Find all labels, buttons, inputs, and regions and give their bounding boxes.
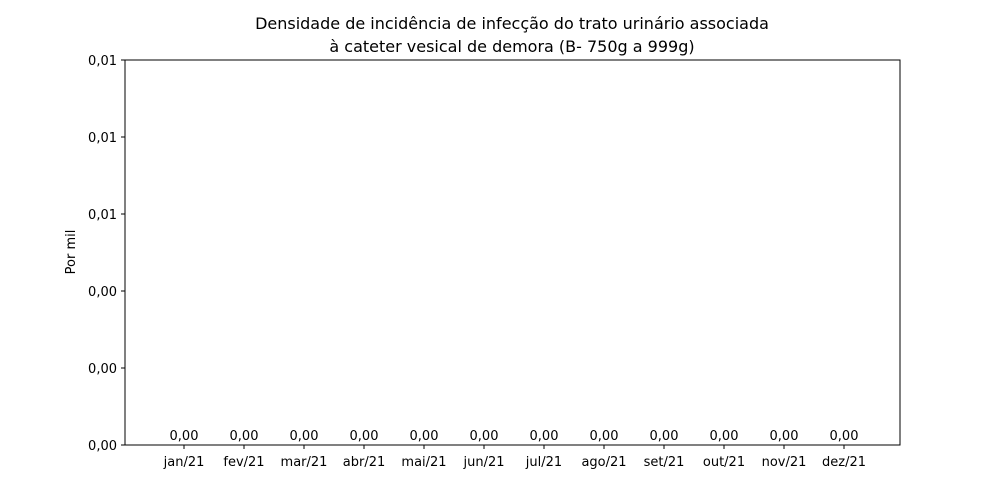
x-tick-label: jun/21 (462, 455, 504, 470)
data-label: 0,00 (410, 429, 439, 444)
chart-title-line1: Densidade de incidência de infecção do t… (255, 14, 769, 33)
x-tick-label: jul/21 (525, 455, 562, 470)
y-tick-label: 0,01 (88, 54, 117, 69)
y-tick-label: 0,00 (88, 439, 117, 454)
plot-frame (124, 59, 901, 446)
data-label: 0,00 (590, 429, 619, 444)
y-tick-label: 0,00 (88, 362, 117, 377)
y-tick-label: 0,01 (88, 131, 117, 146)
data-label: 0,00 (290, 429, 319, 444)
chart-title-line2: à cateter vesical de demora (B- 750g a 9… (329, 37, 694, 56)
x-tick-label: ago/21 (581, 455, 626, 470)
x-tick-label: out/21 (703, 455, 745, 470)
data-label: 0,00 (710, 429, 739, 444)
x-tick-label: dez/21 (822, 455, 866, 470)
x-tick-label: jan/21 (163, 455, 205, 470)
data-label: 0,00 (230, 429, 259, 444)
x-tick-label: mai/21 (401, 455, 446, 470)
data-label: 0,00 (830, 429, 859, 444)
x-axis: jan/21 fev/21 mar/21 abr/21 mai/21 jun/21 jul/… (163, 445, 866, 470)
data-label: 0,00 (770, 429, 799, 444)
data-label: 0,00 (530, 429, 559, 444)
x-tick-label: mar/21 (281, 455, 328, 470)
data-label: 0,00 (350, 429, 379, 444)
y-tick-label: 0,01 (88, 208, 117, 223)
y-axis: 0,00 0,00 0,00 0,01 0,01 0,01 (88, 54, 125, 454)
y-tick-label: 0,00 (88, 285, 117, 300)
x-tick-label: fev/21 (223, 455, 264, 470)
x-tick-label: nov/21 (762, 455, 807, 470)
data-label: 0,00 (470, 429, 499, 444)
x-tick-label: set/21 (644, 455, 685, 470)
data-label: 0,00 (170, 429, 199, 444)
data-labels: 0,00 0,00 0,00 0,00 0,00 0,00 0,00 0,00 0,00 0,00… (170, 429, 859, 444)
x-tick-label: abr/21 (343, 455, 386, 470)
data-label: 0,00 (650, 429, 679, 444)
y-axis-label: Por mil (64, 230, 79, 275)
